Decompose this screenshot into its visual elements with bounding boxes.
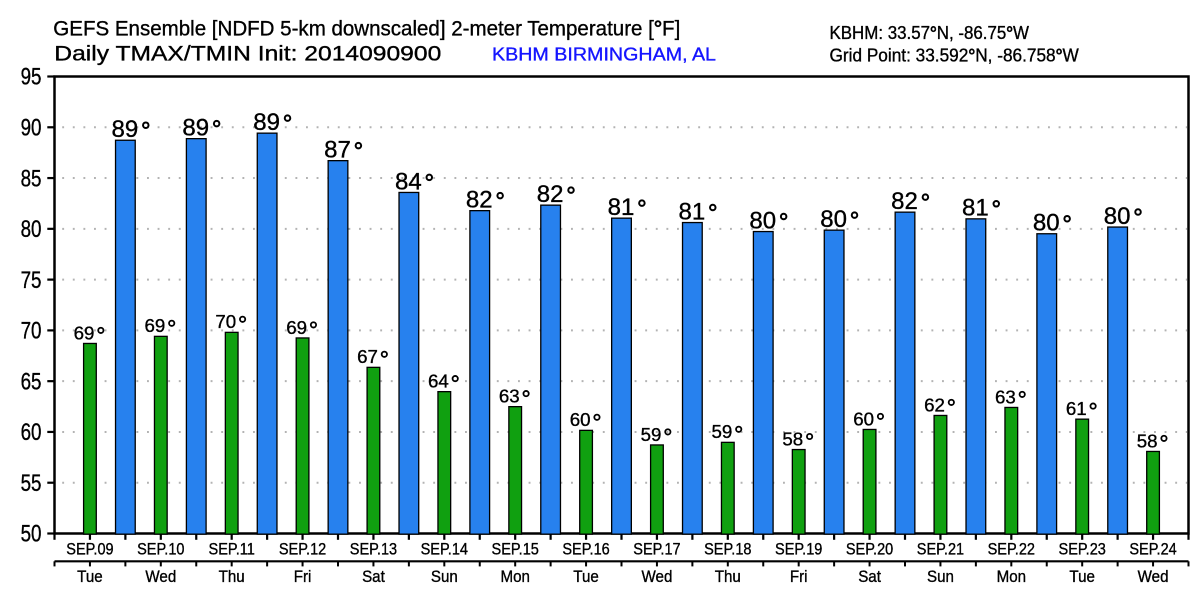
svg-text:58: 58 bbox=[782, 428, 803, 449]
svg-text:Fri: Fri bbox=[294, 568, 312, 586]
svg-text:70: 70 bbox=[215, 311, 236, 332]
svg-text:SEP.24: SEP.24 bbox=[1129, 541, 1177, 559]
svg-text:SEP.23: SEP.23 bbox=[1059, 541, 1107, 559]
svg-text:80: 80 bbox=[749, 207, 776, 234]
svg-text:63: 63 bbox=[499, 386, 520, 407]
svg-text:65: 65 bbox=[21, 368, 42, 395]
svg-text:90: 90 bbox=[21, 114, 42, 141]
svg-text:Wed: Wed bbox=[642, 568, 673, 586]
svg-text:SEP.09: SEP.09 bbox=[66, 541, 113, 559]
svg-text:89: 89 bbox=[182, 115, 209, 142]
svg-text:Grid Point: 33.592°N, -86.758°: Grid Point: 33.592°N, -86.758°W bbox=[830, 46, 1080, 66]
svg-text:GEFS Ensemble [NDFD 5-km downs: GEFS Ensemble [NDFD 5-km downscaled] 2-m… bbox=[53, 16, 680, 40]
svg-text:70: 70 bbox=[21, 318, 42, 345]
svg-text:Daily TMAX/TMIN Init: 20140909: Daily TMAX/TMIN Init: 2014090900 bbox=[54, 41, 441, 65]
svg-text:Tue: Tue bbox=[1069, 568, 1095, 586]
svg-text:Sat: Sat bbox=[362, 568, 385, 586]
svg-text:Fri: Fri bbox=[790, 568, 808, 586]
svg-text:67: 67 bbox=[357, 346, 378, 367]
svg-text:58: 58 bbox=[1137, 430, 1158, 451]
svg-text:81: 81 bbox=[608, 194, 635, 221]
svg-text:SEP.20: SEP.20 bbox=[846, 541, 894, 559]
svg-text:62: 62 bbox=[924, 394, 945, 415]
svg-text:82: 82 bbox=[537, 181, 564, 208]
svg-text:81: 81 bbox=[962, 195, 989, 222]
svg-text:Tue: Tue bbox=[573, 568, 599, 586]
svg-text:61: 61 bbox=[1066, 398, 1087, 419]
svg-text:84: 84 bbox=[395, 168, 422, 195]
svg-text:Thu: Thu bbox=[715, 568, 741, 586]
svg-text:75: 75 bbox=[21, 267, 42, 294]
svg-text:Mon: Mon bbox=[500, 568, 529, 586]
svg-text:55: 55 bbox=[21, 470, 42, 497]
svg-text:60: 60 bbox=[570, 409, 591, 430]
svg-text:63: 63 bbox=[995, 386, 1016, 407]
svg-text:59: 59 bbox=[641, 424, 662, 445]
svg-text:SEP.21: SEP.21 bbox=[917, 541, 964, 559]
svg-text:64: 64 bbox=[428, 371, 449, 392]
svg-text:89: 89 bbox=[253, 109, 280, 136]
svg-text:89: 89 bbox=[112, 116, 139, 143]
svg-text:Thu: Thu bbox=[219, 568, 245, 586]
svg-text:SEP.13: SEP.13 bbox=[350, 541, 398, 559]
svg-text:SEP.14: SEP.14 bbox=[421, 541, 469, 559]
svg-text:SEP.22: SEP.22 bbox=[988, 541, 1035, 559]
svg-text:87: 87 bbox=[324, 137, 351, 164]
svg-text:59: 59 bbox=[712, 421, 733, 442]
svg-text:Wed: Wed bbox=[145, 568, 176, 586]
svg-text:80: 80 bbox=[1033, 210, 1060, 237]
svg-text:82: 82 bbox=[891, 188, 918, 215]
svg-text:81: 81 bbox=[679, 198, 706, 225]
svg-text:82: 82 bbox=[466, 187, 493, 214]
svg-text:80: 80 bbox=[1104, 203, 1131, 230]
svg-text:50: 50 bbox=[21, 521, 42, 548]
svg-text:Sat: Sat bbox=[858, 568, 881, 586]
svg-text:69: 69 bbox=[145, 315, 166, 336]
svg-text:69: 69 bbox=[74, 322, 95, 343]
svg-text:SEP.16: SEP.16 bbox=[562, 541, 610, 559]
svg-text:60: 60 bbox=[21, 419, 42, 446]
svg-text:SEP.10: SEP.10 bbox=[137, 541, 185, 559]
svg-text:SEP.15: SEP.15 bbox=[492, 541, 540, 559]
svg-text:KBHM BIRMINGHAM, AL: KBHM BIRMINGHAM, AL bbox=[492, 44, 716, 65]
svg-text:95: 95 bbox=[21, 64, 42, 91]
svg-text:SEP.18: SEP.18 bbox=[704, 541, 752, 559]
svg-text:80: 80 bbox=[21, 216, 42, 243]
svg-text:80: 80 bbox=[820, 206, 847, 233]
svg-text:Sun: Sun bbox=[431, 568, 458, 586]
svg-text:85: 85 bbox=[21, 165, 42, 192]
svg-text:69: 69 bbox=[286, 317, 307, 338]
svg-text:SEP.11: SEP.11 bbox=[209, 541, 255, 559]
svg-text:Wed: Wed bbox=[1138, 568, 1169, 586]
svg-text:Tue: Tue bbox=[77, 568, 103, 586]
svg-text:SEP.12: SEP.12 bbox=[279, 541, 326, 559]
svg-text:SEP.19: SEP.19 bbox=[775, 541, 822, 559]
svg-text:Sun: Sun bbox=[927, 568, 954, 586]
svg-text:60: 60 bbox=[853, 408, 874, 429]
svg-text:SEP.17: SEP.17 bbox=[633, 541, 680, 559]
svg-text:Mon: Mon bbox=[997, 568, 1026, 586]
svg-text:KBHM: 33.57°N, -86.75°W: KBHM: 33.57°N, -86.75°W bbox=[830, 23, 1030, 43]
